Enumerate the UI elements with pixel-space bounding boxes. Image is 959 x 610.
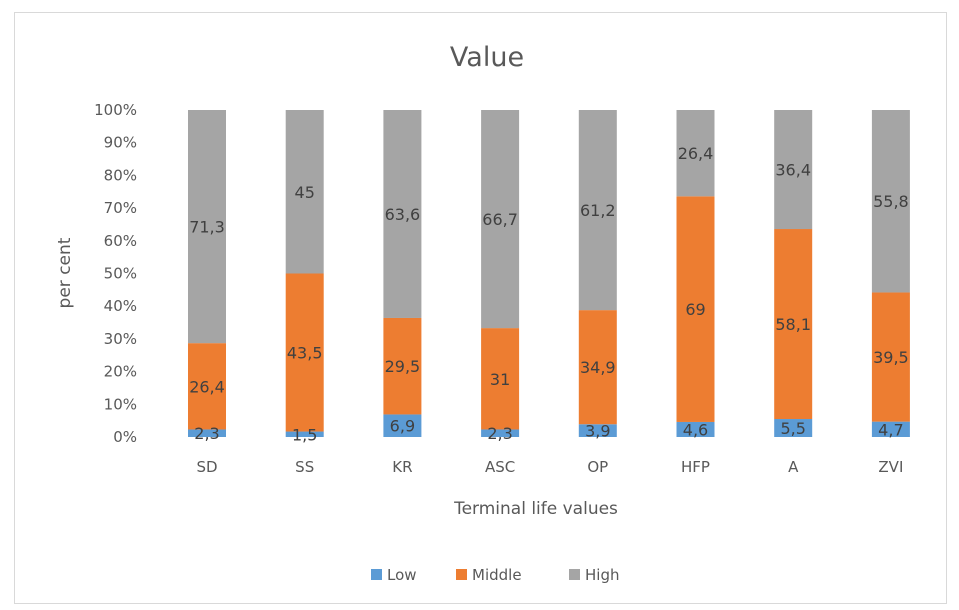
- data-label-low-zvi: 4,7: [878, 420, 903, 439]
- data-label-middle-asc: 31: [490, 370, 510, 389]
- x-axis-title: Terminal life values: [453, 499, 618, 519]
- data-label-middle-hfp: 69: [685, 300, 705, 319]
- bar-segment-middle-a: [774, 229, 813, 420]
- data-label-middle-ss: 43,5: [287, 344, 323, 363]
- data-label-low-sd: 2,3: [194, 424, 219, 443]
- y-tick-label: 40%: [104, 297, 137, 315]
- data-label-middle-zvi: 39,5: [873, 348, 909, 367]
- bar-segment-middle-kr: [383, 317, 422, 415]
- data-label-low-hfp: 4,6: [683, 420, 708, 439]
- bar-segment-high-sd: [188, 110, 226, 344]
- bar-segment-low-zvi: [871, 421, 910, 437]
- bar-segment-middle-ss: [285, 273, 324, 432]
- bar-segment-low-ss: [285, 431, 324, 437]
- legend-swatch-low: [371, 569, 382, 580]
- x-tick-label: KR: [392, 458, 412, 476]
- data-label-low-asc: 2,3: [487, 424, 512, 443]
- bar-segment-high-op: [578, 110, 617, 311]
- data-label-high-asc: 66,7: [482, 210, 518, 229]
- data-label-low-a: 5,5: [780, 419, 805, 438]
- bar-segment-high-kr: [383, 110, 422, 318]
- legend-label-middle: Middle: [472, 566, 522, 584]
- bar-segment-high-a: [774, 110, 813, 230]
- bar-segment-high-asc: [481, 110, 520, 329]
- x-tick-label: A: [788, 458, 799, 476]
- bar-segment-high-hfp: [676, 110, 715, 197]
- legend-swatch-high: [569, 569, 580, 580]
- data-label-low-op: 3,9: [585, 422, 610, 441]
- y-tick-label: 100%: [94, 101, 137, 119]
- bar-segment-middle-op: [578, 310, 617, 425]
- bar-segment-low-sd: [188, 429, 226, 437]
- x-tick-label: SD: [196, 458, 217, 476]
- y-axis-title: per cent: [55, 237, 75, 308]
- data-labels: 2,3 26,4 71,3 1,5 43,5 45 6,9 29,5 63,6 2,3 31 66,7…: [189, 144, 909, 444]
- bar-segment-middle-zvi: [871, 292, 910, 422]
- data-label-high-a: 36,4: [775, 161, 811, 180]
- y-tick-label: 20%: [104, 363, 137, 381]
- y-axis-ticks: 0% 10% 20% 30% 40% 50% 60% 70% 80% 90% 100%: [94, 101, 137, 446]
- x-tick-label: SS: [295, 458, 314, 476]
- bar-segment-low-a: [774, 419, 813, 437]
- bar-segment-middle-hfp: [676, 196, 715, 422]
- bars: [188, 110, 910, 437]
- data-label-high-hfp: 26,4: [678, 144, 714, 163]
- data-label-middle-op: 34,9: [580, 358, 616, 377]
- data-label-high-op: 61,2: [580, 201, 616, 220]
- x-tick-label: OP: [587, 458, 608, 476]
- x-tick-label: HFP: [681, 458, 710, 476]
- legend-swatch-middle: [456, 569, 467, 580]
- data-label-middle-a: 58,1: [775, 315, 811, 334]
- data-label-middle-sd: 26,4: [189, 377, 225, 396]
- y-tick-label: 0%: [113, 428, 137, 446]
- x-tick-label: ASC: [485, 458, 515, 476]
- bar-segment-high-zvi: [871, 110, 910, 293]
- y-tick-label: 10%: [104, 395, 137, 413]
- y-tick-label: 60%: [104, 232, 137, 250]
- data-label-high-ss: 45: [295, 183, 315, 202]
- bar-segment-low-hfp: [676, 421, 715, 437]
- data-label-high-kr: 63,6: [385, 205, 421, 224]
- data-label-low-kr: 6,9: [390, 417, 415, 436]
- legend: Low Middle High: [371, 566, 619, 584]
- bar-segment-low-kr: [383, 414, 422, 437]
- data-label-middle-kr: 29,5: [385, 357, 421, 376]
- chart-title: Value: [450, 42, 524, 73]
- y-tick-label: 30%: [104, 330, 137, 348]
- bar-segment-high-ss: [285, 110, 324, 274]
- y-tick-label: 90%: [104, 134, 137, 152]
- legend-label-high: High: [585, 566, 619, 584]
- bar-segment-low-op: [578, 424, 617, 437]
- bar-segment-low-asc: [481, 429, 520, 437]
- y-tick-label: 80%: [104, 166, 137, 184]
- x-tick-label: ZVI: [878, 458, 903, 476]
- bar-segment-middle-sd: [188, 343, 226, 430]
- y-tick-label: 50%: [104, 265, 137, 283]
- legend-label-low: Low: [387, 566, 417, 584]
- y-tick-label: 70%: [104, 199, 137, 217]
- x-axis-ticks: SD SS KR ASC OP HFP A ZVI: [196, 458, 903, 476]
- bar-segment-middle-asc: [481, 328, 520, 430]
- data-label-low-ss: 1,5: [292, 425, 317, 444]
- data-label-high-zvi: 55,8: [873, 192, 909, 211]
- data-label-high-sd: 71,3: [189, 218, 225, 237]
